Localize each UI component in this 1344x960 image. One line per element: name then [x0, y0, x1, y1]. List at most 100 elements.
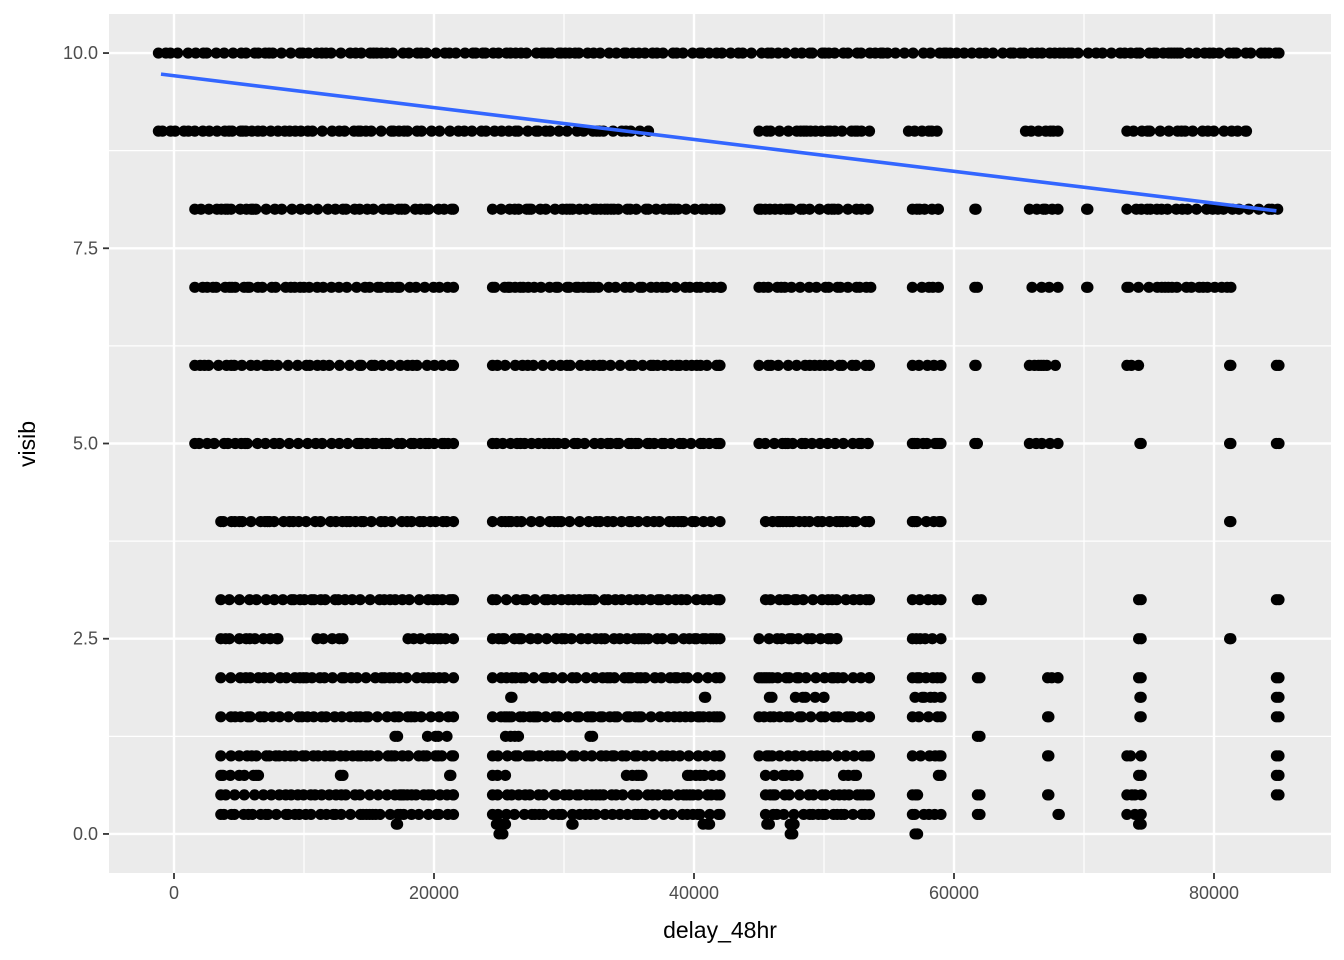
data-point [410, 789, 422, 801]
data-point [911, 515, 923, 528]
data-point [256, 281, 268, 293]
data-point [974, 808, 986, 821]
data-point [495, 203, 507, 215]
data-point [422, 808, 435, 821]
data-point [932, 203, 945, 215]
data-point [399, 203, 411, 215]
data-point [381, 789, 393, 801]
data-point [842, 47, 854, 59]
data-point [714, 750, 726, 762]
data-point [1183, 47, 1195, 59]
data-point [259, 437, 272, 450]
data-point [344, 808, 357, 821]
data-point [276, 203, 288, 215]
data-point [535, 281, 547, 293]
data-point [787, 828, 799, 840]
data-point [445, 769, 457, 781]
data-point [592, 281, 605, 293]
data-point [632, 789, 644, 801]
data-point [772, 672, 784, 684]
data-point [599, 633, 611, 645]
data-point [804, 203, 816, 215]
data-point [486, 515, 499, 528]
data-point [657, 47, 669, 59]
data-point [935, 672, 947, 684]
data-point [715, 281, 727, 293]
data-point [211, 125, 223, 137]
data-point [428, 437, 440, 450]
data-point [250, 750, 262, 762]
data-point [501, 750, 514, 762]
data-point [819, 711, 831, 723]
data-point [809, 691, 821, 703]
data-point [814, 633, 827, 645]
x-tick-label: 60000 [929, 883, 979, 903]
data-point [642, 203, 654, 215]
data-point [538, 789, 550, 801]
data-point [383, 437, 395, 450]
data-point [459, 47, 471, 59]
data-point [225, 203, 237, 215]
data-point [384, 808, 396, 821]
data-point [537, 359, 549, 372]
data-point [862, 203, 874, 215]
data-point [305, 808, 317, 821]
data-point [433, 125, 446, 137]
data-point [656, 633, 669, 645]
data-point [863, 672, 876, 684]
data-point [1121, 203, 1133, 215]
data-point [355, 47, 367, 59]
data-point [1161, 203, 1174, 215]
data-point [663, 789, 675, 801]
data-point [683, 750, 695, 762]
data-point [1043, 789, 1055, 801]
data-point [620, 750, 632, 762]
data-point [372, 789, 384, 801]
data-point [411, 359, 423, 372]
data-point [556, 672, 569, 684]
data-point [922, 711, 935, 723]
data-point [251, 359, 263, 372]
data-point [935, 594, 947, 606]
data-point [210, 47, 222, 59]
data-point [1143, 281, 1155, 293]
x-tick-label: 80000 [1189, 883, 1239, 903]
data-point [614, 359, 626, 372]
data-point [578, 750, 590, 762]
data-point [355, 359, 368, 372]
data-point [405, 515, 418, 528]
data-point [342, 437, 354, 450]
data-point [714, 769, 726, 781]
data-point [665, 437, 677, 450]
data-point [1121, 808, 1133, 821]
data-point [519, 672, 531, 684]
data-point [636, 769, 648, 781]
data-point [236, 359, 248, 372]
data-point [855, 711, 867, 723]
data-point [863, 750, 876, 762]
data-point [387, 47, 399, 59]
data-point [486, 203, 499, 215]
data-point [268, 515, 280, 528]
x-axis-ticks: 0 20000 40000 60000 80000 [169, 873, 1239, 903]
data-point [525, 203, 537, 215]
data-point [365, 515, 377, 528]
data-point [653, 515, 666, 528]
data-point [1144, 125, 1156, 137]
data-point [520, 594, 532, 606]
data-point [226, 125, 238, 137]
data-point [764, 594, 777, 606]
data-point [836, 359, 848, 372]
data-point [491, 769, 504, 781]
data-point [529, 594, 541, 606]
data-point [317, 281, 329, 293]
data-point [909, 808, 921, 821]
data-point [1082, 203, 1094, 215]
data-point [447, 633, 460, 645]
data-point [540, 203, 552, 215]
data-point [228, 359, 240, 372]
data-point [823, 281, 835, 293]
data-point [931, 125, 943, 137]
data-point [714, 437, 726, 450]
data-point [375, 125, 387, 137]
